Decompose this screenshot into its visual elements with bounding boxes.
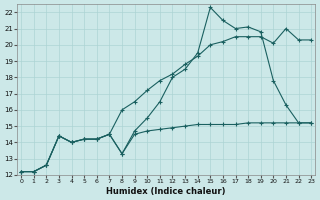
X-axis label: Humidex (Indice chaleur): Humidex (Indice chaleur)	[107, 187, 226, 196]
